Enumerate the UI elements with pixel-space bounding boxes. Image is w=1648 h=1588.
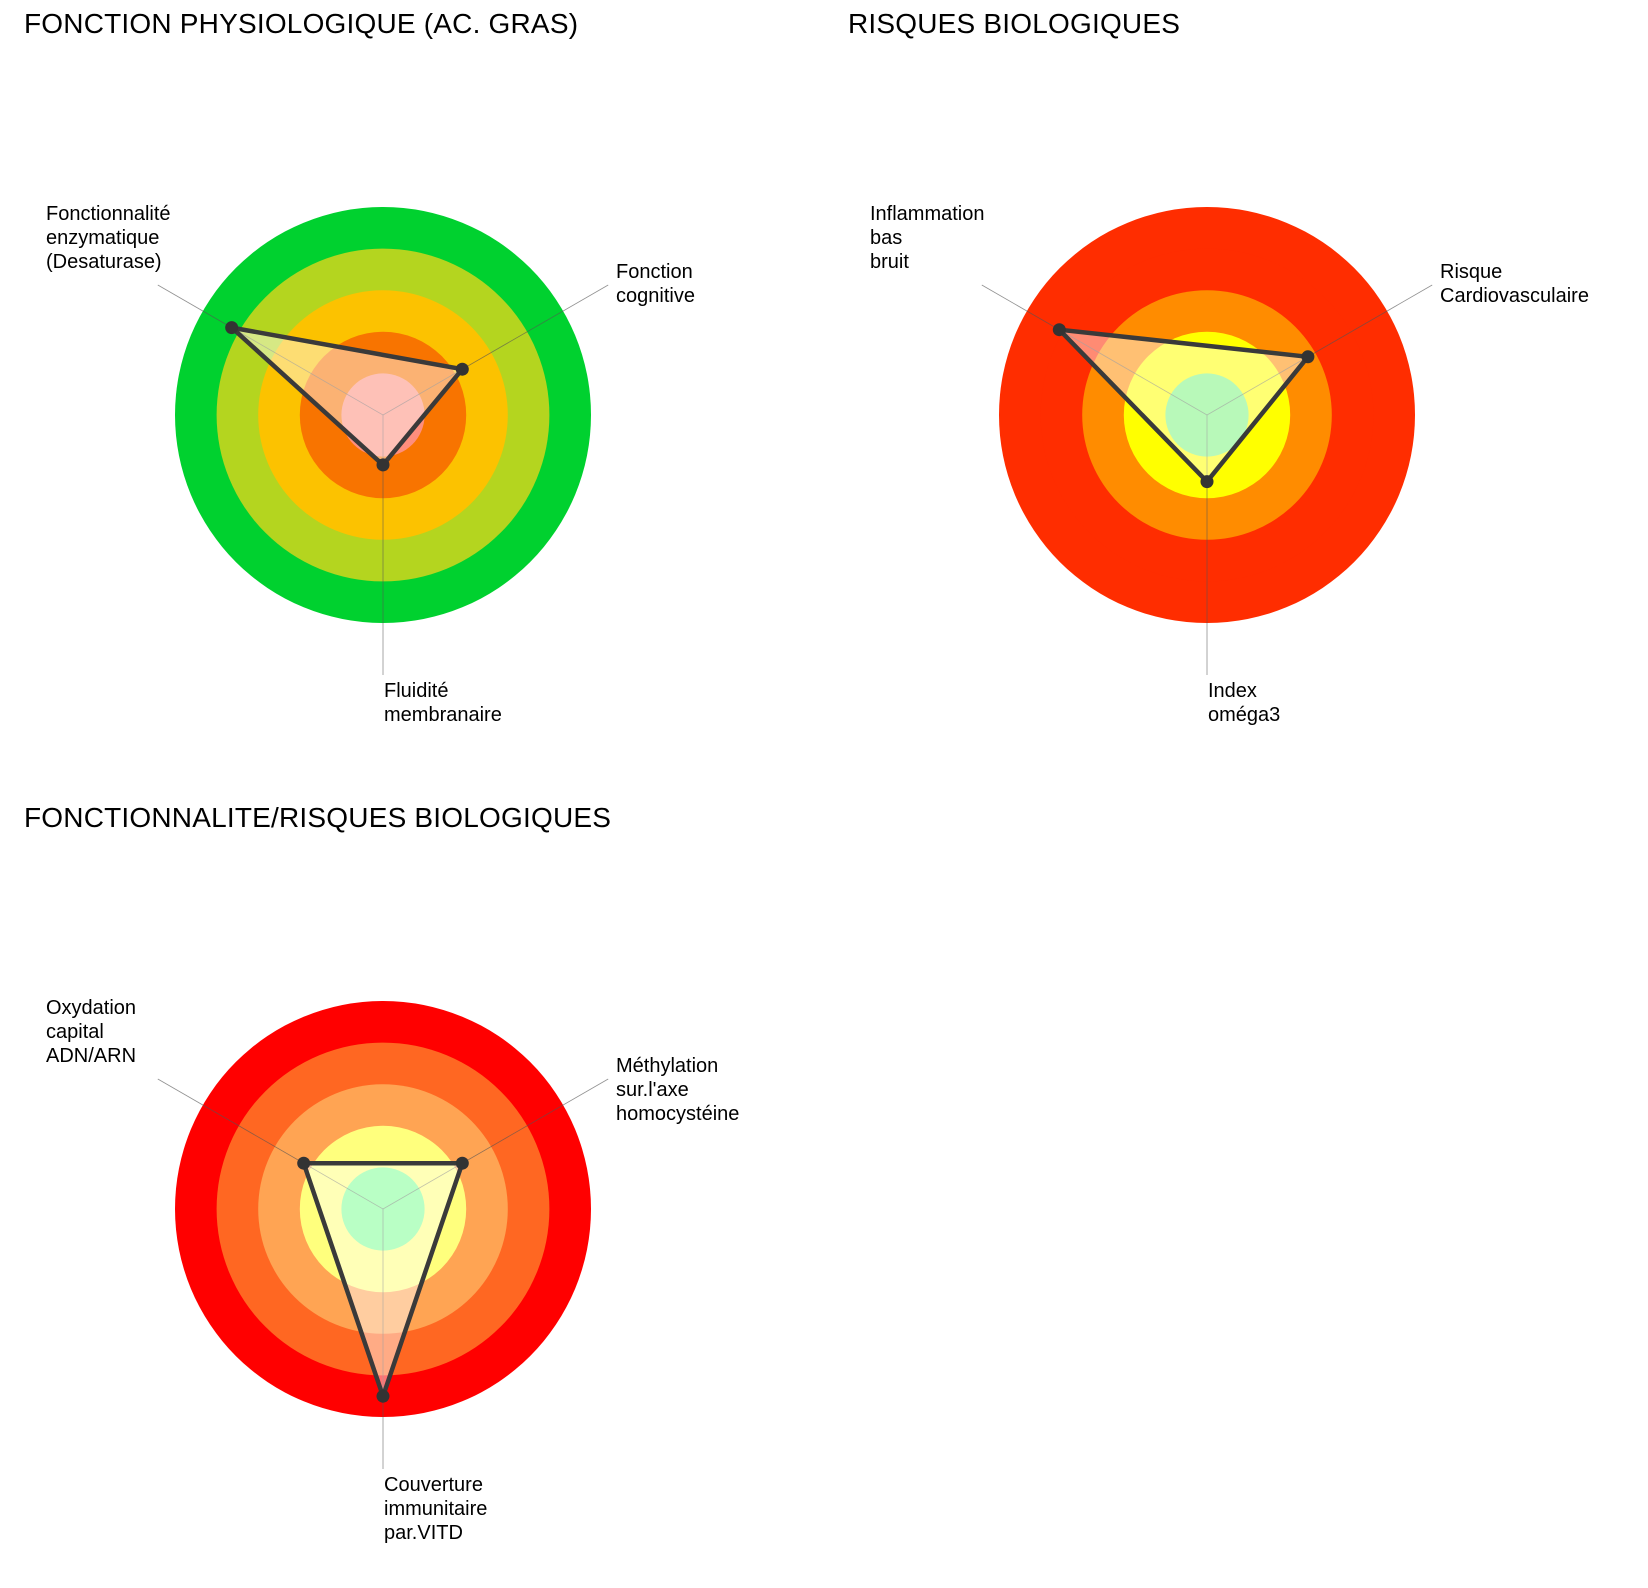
radar-data-point-1 bbox=[297, 1156, 311, 1170]
chart-title: FONCTION PHYSIOLOGIQUE (AC. GRAS) bbox=[24, 8, 579, 39]
axis-label-line: Méthylation bbox=[616, 1055, 718, 1077]
chart-title: FONCTIONNALITE/RISQUES BIOLOGIQUES bbox=[24, 802, 612, 833]
radar-axis-line bbox=[382, 1078, 609, 1210]
axis-label-line: bas bbox=[870, 227, 902, 249]
axis-label-line: (Desaturase) bbox=[46, 251, 162, 273]
radar-panel-risques: RISQUES BIOLOGIQUES Inflammation bas bruit… bbox=[824, 0, 1648, 794]
radar-data-point-2 bbox=[455, 362, 469, 376]
axis-label-line: capital bbox=[46, 1021, 104, 1043]
axis-label-line: Fonctionnalité bbox=[46, 203, 171, 225]
axis-label-line: ADN/ARN bbox=[46, 1045, 136, 1067]
radar-axis-line bbox=[382, 284, 609, 416]
radar-data-point-3 bbox=[376, 1389, 390, 1403]
radar-axis-line bbox=[981, 284, 1208, 416]
axis-label-line: Couverture bbox=[384, 1474, 483, 1496]
axis-label-line: Risque bbox=[1440, 261, 1502, 283]
axis-label-line: Inflammation bbox=[870, 203, 985, 225]
radar-data-polygon bbox=[229, 325, 465, 468]
axis-label-line: immunitaire bbox=[384, 1498, 487, 1520]
axis-label-line: cognitive bbox=[616, 285, 695, 307]
radar-data-point-2 bbox=[1301, 350, 1315, 364]
radar-data-point-1 bbox=[225, 321, 239, 335]
radar-data-point-3 bbox=[1200, 475, 1214, 489]
axis-label-line: enzymatique bbox=[46, 227, 159, 249]
axis-label-line: membranaire bbox=[384, 704, 502, 726]
axis-label-line: Cardiovasculaire bbox=[1440, 285, 1589, 307]
radar-axis-line bbox=[1206, 284, 1433, 416]
axis-label-line: Index bbox=[1208, 680, 1257, 702]
radar-data-polygon bbox=[301, 1160, 465, 1399]
radar-axis-line bbox=[157, 1078, 384, 1210]
radar-data-point-1 bbox=[1052, 323, 1066, 337]
radar-panel-fonctionnalite-risques: FONCTIONNALITE/RISQUES BIOLOGIQUES Oxyda… bbox=[0, 794, 824, 1588]
axis-label-line: par.VITD bbox=[384, 1522, 463, 1544]
axis-label-line: Fluidité bbox=[384, 680, 448, 702]
axis-label-line: oméga3 bbox=[1208, 704, 1280, 726]
axis-label-line: Oxydation bbox=[46, 997, 136, 1019]
radar-data-point-2 bbox=[455, 1156, 469, 1170]
radar-data-point-3 bbox=[376, 458, 390, 472]
radar-data-polygon bbox=[1057, 327, 1311, 484]
axis-label-line: homocystéine bbox=[616, 1103, 739, 1125]
axis-label-line: bruit bbox=[870, 251, 909, 273]
axis-label-line: sur.l'axe bbox=[616, 1079, 689, 1101]
radar-panel-physiologique: FONCTION PHYSIOLOGIQUE (AC. GRAS) Foncti… bbox=[0, 0, 824, 794]
axis-label-line: Fonction bbox=[616, 261, 693, 283]
radar-axis-line bbox=[157, 284, 384, 416]
chart-title: RISQUES BIOLOGIQUES bbox=[848, 8, 1181, 39]
